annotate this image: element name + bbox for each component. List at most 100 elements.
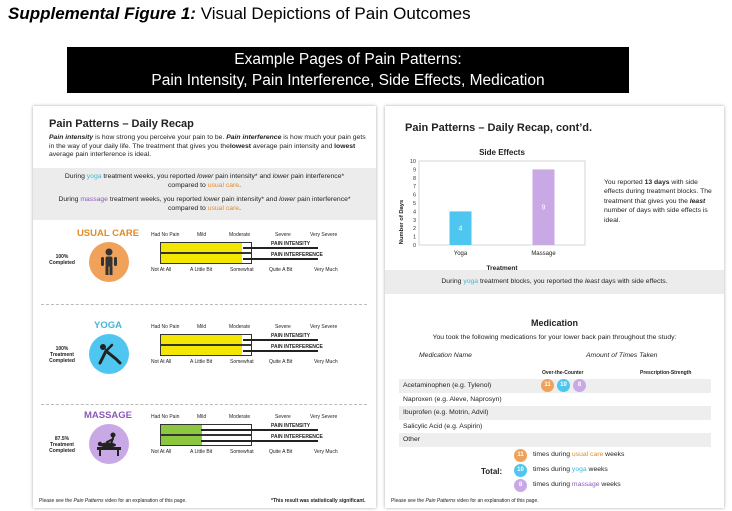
massage-table-icon — [89, 424, 129, 464]
pain-interference-fill — [161, 436, 202, 445]
intro-text-4: average pain interference is ideal. — [49, 151, 152, 159]
side-effects-summary-band: During yoga treatment blocks, you report… — [385, 270, 724, 294]
scale-bottom-label: Not At All — [151, 359, 172, 365]
medication-name: Other — [403, 436, 420, 443]
scale-top-label: Had No Pain — [151, 324, 180, 330]
scale-bottom-label: A Little Bit — [190, 359, 213, 365]
chart-data-label: 4 — [459, 226, 463, 233]
arm-name: YOGA — [94, 320, 122, 331]
scale-bottom-label: A Little Bit — [190, 267, 213, 273]
sy-b: treatment weeks, you reported — [101, 173, 198, 180]
p1-footer-a: Please see the — [39, 498, 74, 504]
scale-top-label: Moderate — [229, 324, 251, 330]
scale-bottom-label: Not At All — [151, 267, 172, 273]
chart-y-tick-label: 10 — [410, 159, 416, 165]
ss-c: days with side effects. — [599, 278, 668, 285]
medication-count-badge: 10 — [557, 379, 570, 392]
chart-title: Side Effects — [479, 148, 525, 157]
p2-footer-video: Pain Patterns — [425, 498, 456, 504]
total-count-badge: 8 — [514, 479, 527, 492]
chart-y-tick-label: 9 — [413, 167, 416, 173]
sub-otc: Over-the-Counter — [542, 370, 584, 376]
arm-completion-pct: 87.5% — [54, 436, 70, 442]
col-medication-name: Medication Name — [419, 352, 472, 359]
total-line-arm: yoga — [571, 466, 587, 473]
scale-bottom-label: Somewhat — [230, 359, 254, 365]
total-line: times during yoga weeks — [533, 466, 608, 475]
page1-footer: Please see the Pain Patterns video for a… — [39, 498, 187, 504]
sm-e: compared to — [168, 204, 208, 212]
pain-intensity-fill — [161, 335, 242, 344]
medication-row: Salicylic Acid (e.g. Aspirin) — [399, 420, 711, 434]
pain-intensity-bar — [160, 242, 252, 253]
term-pain-intensity: Pain intensity — [49, 134, 94, 141]
sm-d: pain interference* — [295, 196, 351, 203]
scale-bottom-label: Quite A Bit — [269, 267, 293, 273]
sm-arm: massage — [80, 196, 108, 203]
total-line-b: weeks — [599, 481, 621, 488]
sy-f: . — [239, 181, 241, 189]
scale-bottom-label: Quite A Bit — [269, 359, 293, 365]
label-pain-interference: PAIN INTERFERENCE — [271, 252, 323, 258]
pain-intensity-line — [242, 339, 318, 341]
medication-count-badge: 11 — [541, 379, 554, 392]
scale-top-label: Very Severe — [310, 414, 338, 420]
p1-footer-video: Pain Patterns — [73, 498, 104, 504]
sy-e: compared to — [168, 181, 208, 189]
medication-count-badge: 8 — [573, 379, 586, 392]
label-pain-intensity: PAIN INTENSITY — [271, 423, 311, 429]
sm-comp: usual care — [207, 204, 240, 212]
arm-name: USUAL CARE — [76, 228, 140, 239]
scale-top-label: Very Severe — [310, 324, 338, 330]
scale-bottom-label: Very Much — [314, 359, 338, 365]
total-line-b: weeks — [603, 451, 625, 458]
pain-interference-fill — [161, 346, 242, 355]
summary-band: During yoga treatment weeks, you reporte… — [33, 168, 376, 220]
pain-intensity-bar — [160, 334, 252, 345]
chart-ylabel: Number of Days — [399, 200, 405, 244]
pain-interference-fill — [161, 254, 242, 263]
sy-a: During — [64, 173, 87, 180]
scale-bottom-label: Somewhat — [230, 267, 254, 273]
scale-bottom-label: Not At All — [151, 449, 172, 455]
sy-w1: lower — [197, 173, 214, 180]
person-standing-icon — [89, 242, 129, 282]
p2-footer-a: Please see the — [391, 498, 426, 504]
scale-top-label: Moderate — [229, 414, 251, 420]
scale-top-label: Mild — [197, 414, 207, 420]
chart-category-label: Massage — [531, 251, 556, 257]
side-effects-note: You reported 13 days with side effects d… — [604, 178, 716, 225]
scale-top-label: Severe — [275, 232, 291, 238]
p1-footer-b: video for an explanation of this page. — [103, 498, 187, 504]
scale-bottom-label: Quite A Bit — [269, 449, 293, 455]
sn-days: 13 days — [644, 179, 670, 186]
chart-y-tick-label: 4 — [413, 209, 416, 215]
sub-rx: Prescription-Strength — [640, 370, 692, 376]
arm-completion-pct: 100% — [55, 254, 69, 260]
arm-completion-status: Treatment Completed — [49, 442, 75, 454]
figure-title-rest: Visual Depictions of Pain Outcomes — [195, 4, 471, 23]
scale-top-label: Mild — [197, 324, 207, 330]
pain-interference-line — [242, 350, 318, 352]
chart-y-tick-label: 6 — [413, 193, 416, 199]
chart-plot-area — [418, 160, 586, 246]
pain-interference-bar — [160, 345, 252, 356]
divider-1 — [41, 304, 367, 305]
chart-bar-yoga — [449, 211, 472, 245]
arm-completion-status: Completed — [49, 260, 75, 266]
chart-y-tick-label: 7 — [413, 184, 416, 190]
chart-bar-massage — [532, 169, 555, 245]
banner-line-2: Pain Intensity, Pain Interference, Side … — [151, 72, 545, 89]
total-count-badge: 10 — [514, 464, 527, 477]
chart-xlabel: Treatment — [486, 265, 518, 272]
label-pain-intensity: PAIN INTENSITY — [271, 333, 311, 339]
pain-interference-bar — [160, 253, 252, 264]
total-line: times during massage weeks — [533, 481, 621, 490]
sy-arm: yoga — [86, 173, 102, 180]
banner: Example Pages of Pain Patterns: Pain Int… — [67, 47, 629, 93]
p2-footer-b: video for an explanation of this page. — [455, 498, 539, 504]
page-daily-recap-cont: Pain Patterns – Daily Recap, cont’d. Sid… — [385, 106, 724, 508]
sm-b: treatment weeks, you reported — [107, 196, 204, 203]
total-line-a: times during — [533, 451, 572, 458]
sm-c: pain intensity* and — [219, 196, 280, 203]
